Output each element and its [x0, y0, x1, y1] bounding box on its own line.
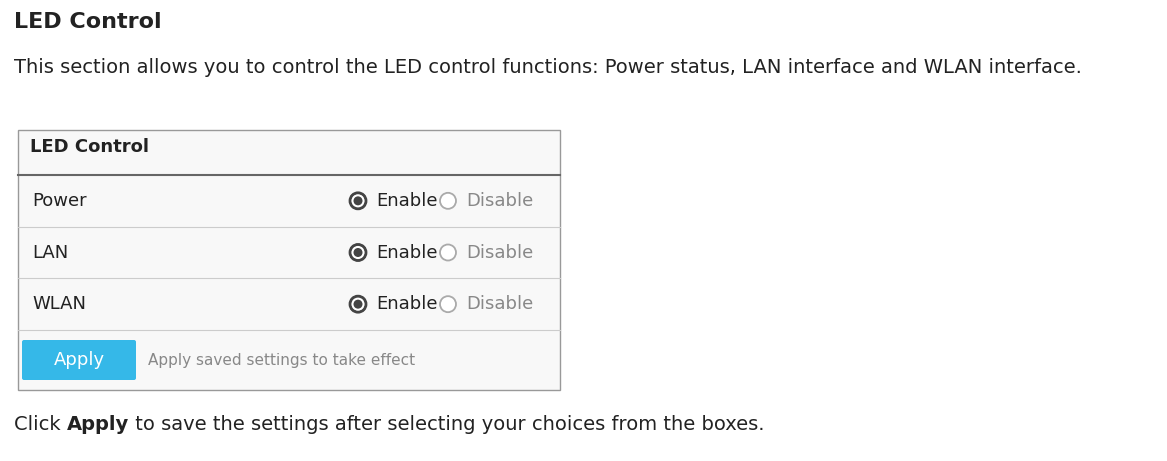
Circle shape [440, 296, 456, 312]
Circle shape [440, 244, 456, 260]
Circle shape [350, 296, 366, 312]
Bar [18, 130, 560, 390]
Text: Disable: Disable [466, 243, 533, 261]
Text: LED Control: LED Control [14, 12, 161, 32]
Text: LAN: LAN [32, 243, 68, 261]
Text: Apply saved settings to take effect: Apply saved settings to take effect [148, 353, 415, 367]
Text: Disable: Disable [466, 295, 533, 313]
Text: Enable: Enable [376, 243, 438, 261]
Text: WLAN: WLAN [32, 295, 86, 313]
Text: Click: Click [14, 415, 67, 434]
FancyBboxPatch shape [22, 340, 137, 380]
Text: This section allows you to control the LED control functions: Power status, LAN : This section allows you to control the L… [14, 58, 1082, 77]
Text: Disable: Disable [466, 192, 533, 210]
Text: LED Control: LED Control [30, 138, 149, 156]
Text: Power: Power [32, 192, 86, 210]
Text: to save the settings after selecting your choices from the boxes.: to save the settings after selecting you… [130, 415, 764, 434]
Text: Enable: Enable [376, 295, 438, 313]
Circle shape [350, 193, 366, 209]
Circle shape [354, 248, 363, 257]
Text: Apply: Apply [67, 415, 130, 434]
Circle shape [440, 193, 456, 209]
Circle shape [354, 196, 363, 205]
Text: Enable: Enable [376, 192, 438, 210]
Text: Apply: Apply [54, 351, 105, 369]
Circle shape [350, 244, 366, 260]
Circle shape [354, 300, 363, 309]
